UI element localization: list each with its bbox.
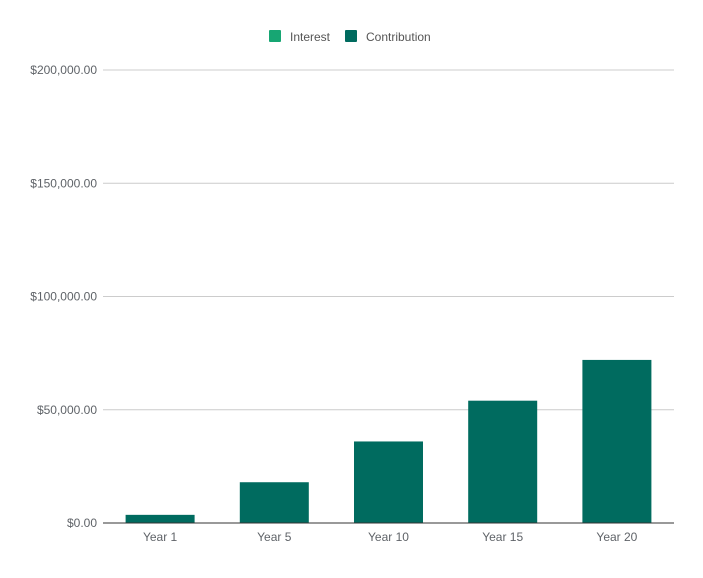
legend-item-contribution[interactable]: Contribution bbox=[345, 30, 431, 44]
y-tick-label: $100,000.00 bbox=[30, 290, 97, 304]
y-tick-label: $200,000.00 bbox=[30, 63, 97, 77]
x-axis-tick-labels: Year 1 Year 5 Year 10 Year 15 Year 20 bbox=[143, 530, 638, 544]
legend-swatch bbox=[345, 30, 357, 42]
y-tick-label: $50,000.00 bbox=[37, 403, 97, 417]
x-tick-label: Year 20 bbox=[596, 530, 637, 544]
bar-contribution-year-5[interactable] bbox=[239, 482, 309, 523]
x-tick-label: Year 10 bbox=[368, 530, 409, 544]
legend-label: Interest bbox=[290, 30, 331, 44]
y-axis-tick-labels: $0.00 $50,000.00 $100,000.00 $150,000.00 $20… bbox=[30, 63, 97, 530]
legend-label: Contribution bbox=[366, 30, 431, 44]
gridlines bbox=[103, 69, 674, 411]
y-tick-label: $0.00 bbox=[67, 516, 97, 530]
x-tick-label: Year 5 bbox=[257, 530, 292, 544]
bar-contribution-year-1[interactable] bbox=[125, 514, 195, 523]
bar-contribution-year-20[interactable] bbox=[582, 359, 652, 523]
legend-swatch bbox=[269, 30, 281, 42]
legend-item-interest[interactable]: Interest bbox=[269, 30, 331, 44]
legend: Interest Contribution bbox=[269, 30, 431, 44]
x-tick-label: Year 1 bbox=[143, 530, 178, 544]
bars bbox=[125, 359, 652, 523]
y-tick-label: $150,000.00 bbox=[30, 176, 97, 190]
x-tick-label: Year 15 bbox=[482, 530, 523, 544]
bar-contribution-year-15[interactable] bbox=[468, 400, 538, 523]
bar-contribution-year-10[interactable] bbox=[354, 441, 423, 523]
